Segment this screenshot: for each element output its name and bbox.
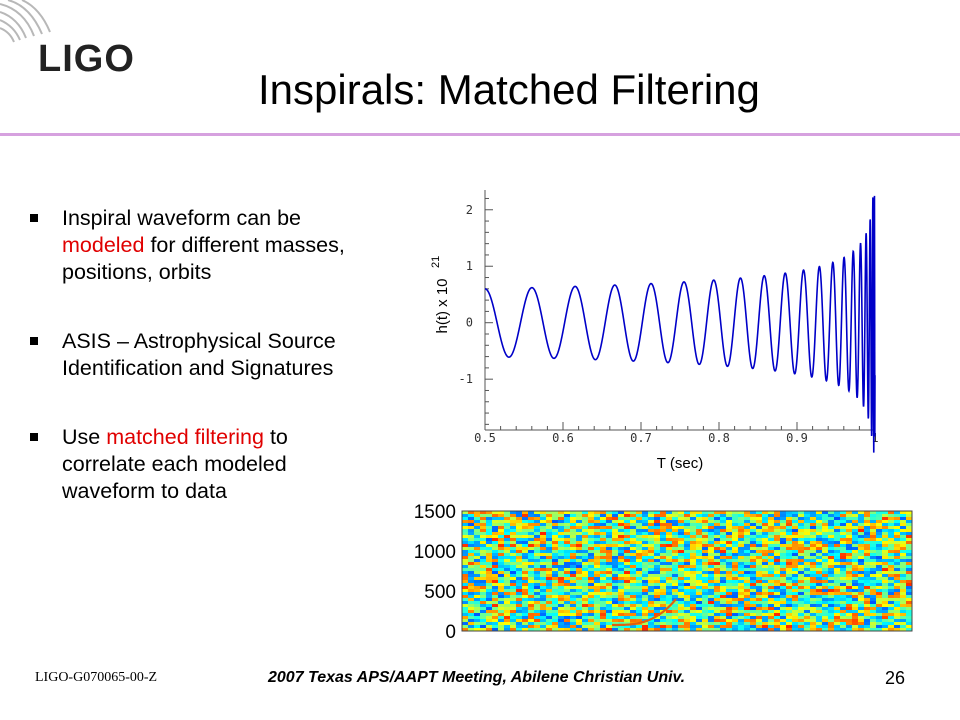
square-bullet-icon (30, 433, 38, 441)
bullet-item: Inspiral waveform can be modeled for dif… (30, 205, 375, 286)
y-tick-label: -1 (459, 372, 473, 386)
x-tick-label: 0.7 (630, 431, 652, 445)
bullet-text: for different masses, positions, orbits (62, 233, 345, 284)
y-tick-label: 1500 (414, 502, 456, 523)
meeting-footer: 2007 Texas APS/AAPT Meeting, Abilene Chr… (268, 669, 686, 686)
square-bullet-icon (30, 214, 38, 222)
x-tick-label: 0.6 (552, 431, 574, 445)
chirp-track (612, 598, 677, 627)
slide-title: Inspirals: Matched Filtering (258, 66, 760, 113)
highlighted-term: matched filtering (106, 425, 264, 449)
x-tick-label: 0.9 (786, 431, 808, 445)
y-tick-label: 1 (466, 259, 473, 273)
spectrogram-svg: 1500 1000 500 0 (414, 502, 913, 643)
title-rule (0, 133, 960, 136)
spectrogram-chart: 1500 1000 500 0 (390, 496, 915, 646)
y-axis-label: h(t) x 10 (434, 278, 451, 333)
bullet-text: Inspiral waveform can be (62, 206, 301, 230)
bullet-text: Use (62, 425, 107, 449)
x-axis-label: T (sec) (657, 455, 703, 472)
document-id: LIGO-G070065-00-Z (35, 670, 158, 685)
logo-text: LIGO (38, 38, 135, 80)
x-tick-label: 1 (871, 431, 878, 445)
chirp-waveform-line (484, 195, 876, 453)
bullet-list: Inspiral waveform can be modeled for dif… (30, 205, 375, 547)
logo-arcs-icon (0, 0, 51, 43)
y-tick-label: 0 (445, 622, 456, 643)
bullet-item: Use matched filtering to correlate each … (30, 424, 375, 505)
bullet-item: ASIS – Astrophysical Source Identificati… (30, 328, 375, 382)
y-tick-label: 2 (466, 203, 473, 217)
y-axis-exponent: 21 (430, 256, 442, 268)
x-tick-label: 0.5 (474, 431, 496, 445)
spectrogram-cells (462, 511, 912, 631)
page-number: 26 (885, 668, 906, 688)
y-tick-label: 500 (424, 582, 456, 603)
x-tick-label: 0.8 (708, 431, 730, 445)
highlighted-term: modeled (62, 233, 145, 257)
bullet-text: to correlate each modeled waveform to da… (62, 425, 288, 503)
ligo-logo: LIGO (0, 0, 160, 95)
square-bullet-icon (30, 337, 38, 345)
bullet-text: ASIS – Astrophysical Source Identificati… (62, 329, 336, 380)
y-tick-label: 1000 (414, 542, 456, 563)
y-tick-label: 0 (466, 316, 473, 330)
spectrogram-frame (461, 510, 913, 632)
